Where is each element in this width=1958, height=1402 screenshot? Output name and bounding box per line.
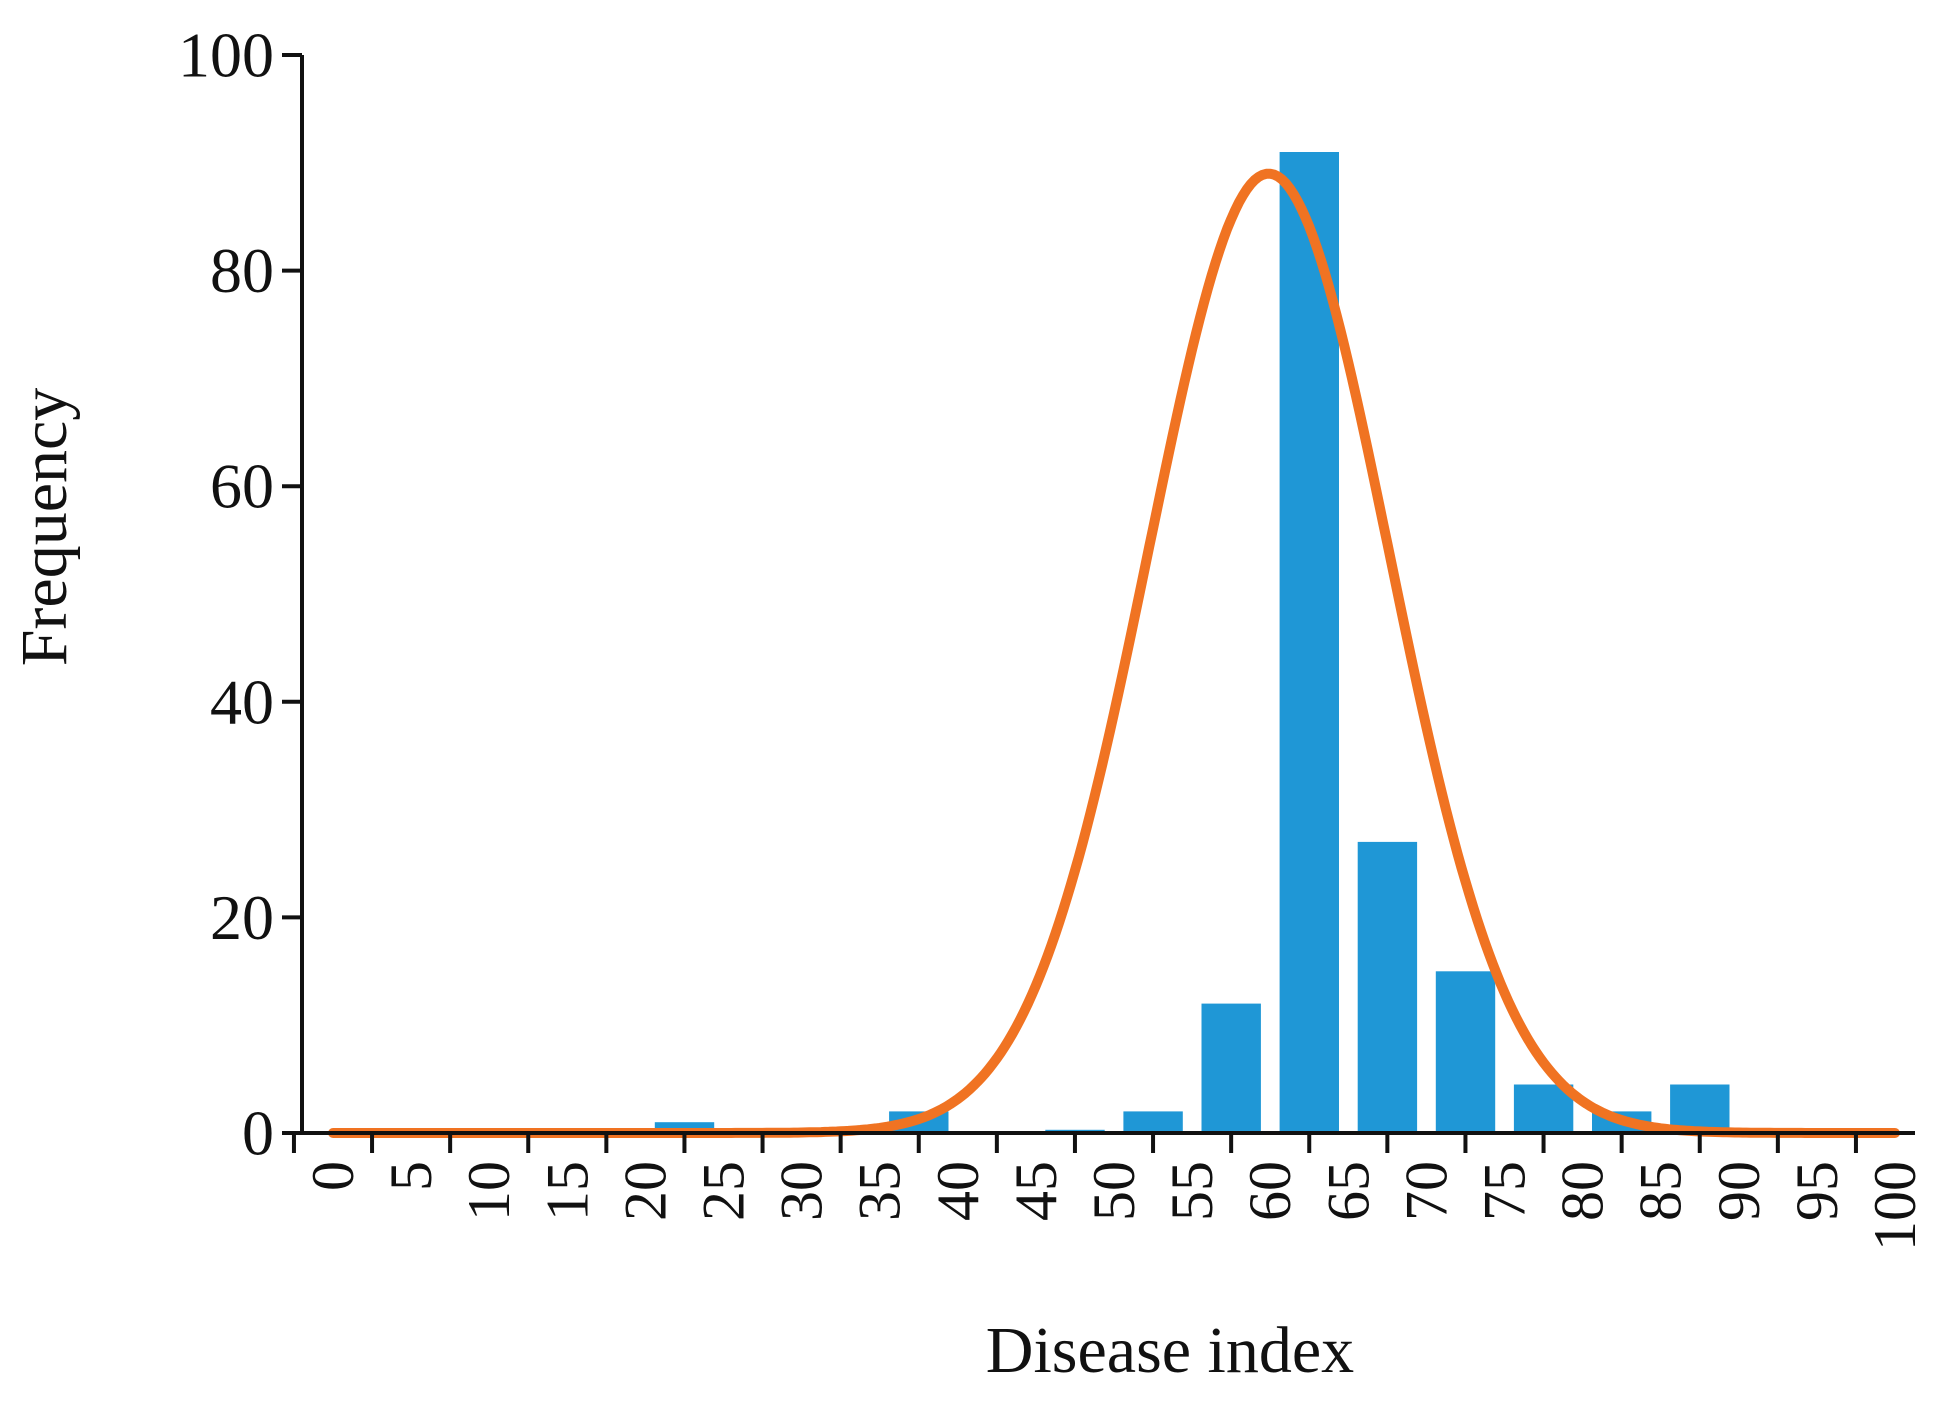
x-tick-label: 65	[1315, 1161, 1381, 1221]
y-tick-label: 40	[210, 666, 274, 737]
x-tick-label: 0	[300, 1161, 366, 1191]
x-tick-label: 30	[769, 1161, 835, 1221]
bar-65	[1357, 841, 1418, 1133]
bar-50	[1123, 1111, 1183, 1133]
bar-60	[1279, 152, 1339, 1133]
x-tick-label: 90	[1706, 1161, 1772, 1221]
x-tick-label: 100	[1862, 1161, 1928, 1251]
y-axis-ticks: 0 20 40 60 80 100	[178, 20, 302, 1169]
normal-fit-curve	[328, 168, 1900, 1138]
y-tick-label: 80	[210, 235, 274, 306]
x-tick-label: 55	[1159, 1161, 1225, 1221]
x-tick-label: 10	[456, 1161, 522, 1221]
x-tick-label: 85	[1628, 1161, 1694, 1221]
y-tick-label: 0	[242, 1098, 274, 1169]
x-tick-label: 15	[534, 1161, 600, 1221]
bar-55	[1201, 1003, 1261, 1133]
bar-70	[1435, 971, 1496, 1133]
x-tick-label: 25	[691, 1161, 757, 1221]
y-axis-label: Frequency	[8, 388, 81, 667]
bar-series	[654, 152, 1730, 1133]
x-axis-ticks: 0 5 10 15 20 25 30 35 40 45 50 55 60 65 70 75 80 85 90 95 10…	[291, 1133, 1928, 1251]
y-tick-label: 60	[210, 451, 274, 522]
x-tick-label: 50	[1081, 1161, 1147, 1221]
bar-75	[1513, 1084, 1574, 1133]
x-tick-label: 40	[925, 1161, 991, 1221]
x-tick-label: 45	[1003, 1161, 1069, 1221]
x-tick-label: 80	[1550, 1161, 1616, 1221]
x-axis-label: Disease index	[986, 1314, 1354, 1387]
bar-20	[654, 1122, 715, 1133]
x-tick-label: 70	[1393, 1161, 1459, 1221]
axes	[282, 55, 1915, 1135]
bar-85	[1670, 1084, 1730, 1133]
x-tick-label: 95	[1784, 1161, 1850, 1221]
y-tick-label: 100	[178, 20, 274, 91]
x-tick-label: 20	[612, 1161, 678, 1221]
x-tick-label: 5	[378, 1161, 444, 1191]
x-tick-label: 35	[847, 1161, 913, 1221]
y-tick-label: 20	[210, 882, 274, 953]
x-tick-label: 75	[1472, 1161, 1538, 1221]
x-tick-label: 60	[1237, 1161, 1303, 1221]
